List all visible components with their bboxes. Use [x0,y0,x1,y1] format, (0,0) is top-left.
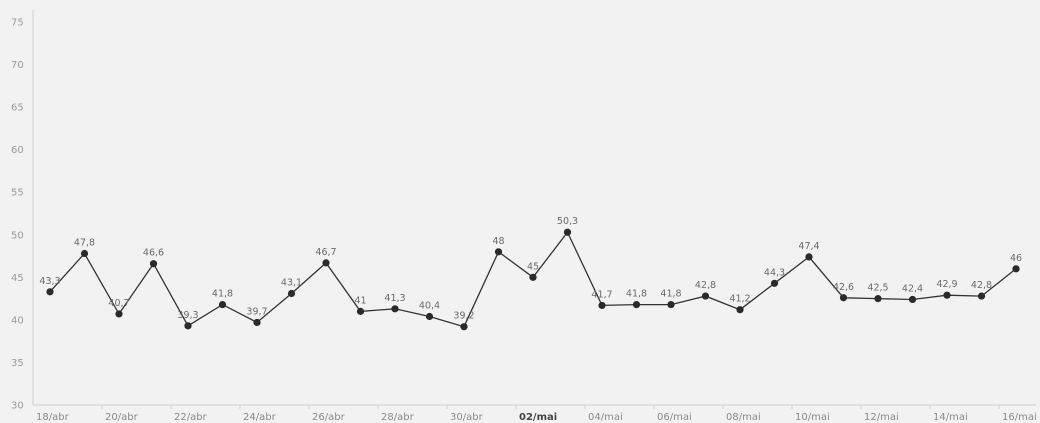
data-label: 41,8 [660,289,681,300]
data-point [977,292,986,300]
data-point [115,310,123,318]
data-point [667,300,675,309]
x-tick-label: 22/abr [174,412,208,423]
data-label: 41,2 [729,294,750,305]
x-tick-label: 24/abr [243,412,277,423]
x-tick-label: 14/mai [933,412,968,423]
y-tick-label: 30 [11,401,24,412]
x-tick-label: 30/abr [450,412,484,423]
data-point [598,301,606,310]
y-tick-label: 50 [11,230,24,241]
data-point [736,306,744,314]
data-point [770,279,779,287]
data-label: 47,8 [74,238,95,249]
x-tick-label: 20/abr [105,412,139,423]
data-point [253,318,261,327]
data-label: 42,9 [936,279,957,290]
data-point [701,292,710,300]
data-point [460,323,468,331]
y-tick-label: 60 [11,145,24,156]
data-point [494,248,503,256]
data-point [149,260,158,268]
data-point [805,253,813,261]
data-label: 48 [492,236,504,247]
x-tick-label: 18/abr [36,412,70,423]
data-label: 42,5 [867,283,888,294]
x-tick-label: 10/mai [795,412,830,423]
x-tick-label: 06/mai [657,412,692,423]
data-label: 43,3 [39,276,60,287]
data-label: 39,7 [246,306,267,317]
x-tick-label: 28/abr [381,412,415,423]
data-point [218,300,227,309]
data-label: 39,2 [453,311,474,322]
data-label: 42,8 [695,280,716,291]
y-tick-label: 70 [11,60,24,71]
data-label: 41,8 [212,289,233,300]
data-label: 43,1 [281,278,302,289]
y-tick-label: 75 [11,18,24,29]
data-point [80,249,89,258]
data-point [632,300,641,309]
data-label: 40,4 [419,300,440,311]
data-label: 46 [1010,253,1022,264]
x-tick-label: 04/mai [588,412,623,423]
data-point [287,289,296,298]
data-label: 46,7 [315,247,336,258]
y-tick-label: 40 [11,315,24,326]
y-tick-label: 65 [11,103,24,114]
data-point [322,259,330,267]
data-label: 41 [354,295,366,306]
y-tick-label: 35 [11,358,24,369]
data-point [563,228,572,236]
x-tick-label: 16/mai [1002,412,1037,423]
data-point [839,294,848,302]
data-point [184,322,192,330]
data-label: 42,8 [971,280,992,291]
x-tick-label: 08/mai [726,412,761,423]
data-label: 50,3 [557,216,578,227]
data-label: 41,7 [591,289,612,300]
data-label: 42,4 [902,283,923,294]
data-point [943,291,951,299]
x-tick-label: 02/mai [519,412,557,423]
data-label: 41,8 [626,289,647,300]
data-label: 45 [527,261,539,272]
data-label: 46,6 [143,248,164,259]
data-point [391,305,399,313]
data-label: 39,3 [177,310,198,321]
data-label: 44,3 [764,267,785,278]
data-point [46,288,54,296]
data-label: 47,4 [798,241,819,252]
y-tick-label: 45 [11,273,24,284]
y-tick-label: 55 [11,188,24,199]
data-point [908,295,917,304]
data-label: 41,3 [384,293,405,304]
data-label: 40,7 [108,298,129,309]
data-point [356,307,365,315]
data-label: 42,6 [833,282,854,293]
data-point [874,295,882,303]
x-tick-label: 12/mai [864,412,899,423]
data-point [425,312,434,321]
x-tick-label: 26/abr [312,412,346,423]
data-point [529,273,537,281]
data-point [1012,265,1020,273]
